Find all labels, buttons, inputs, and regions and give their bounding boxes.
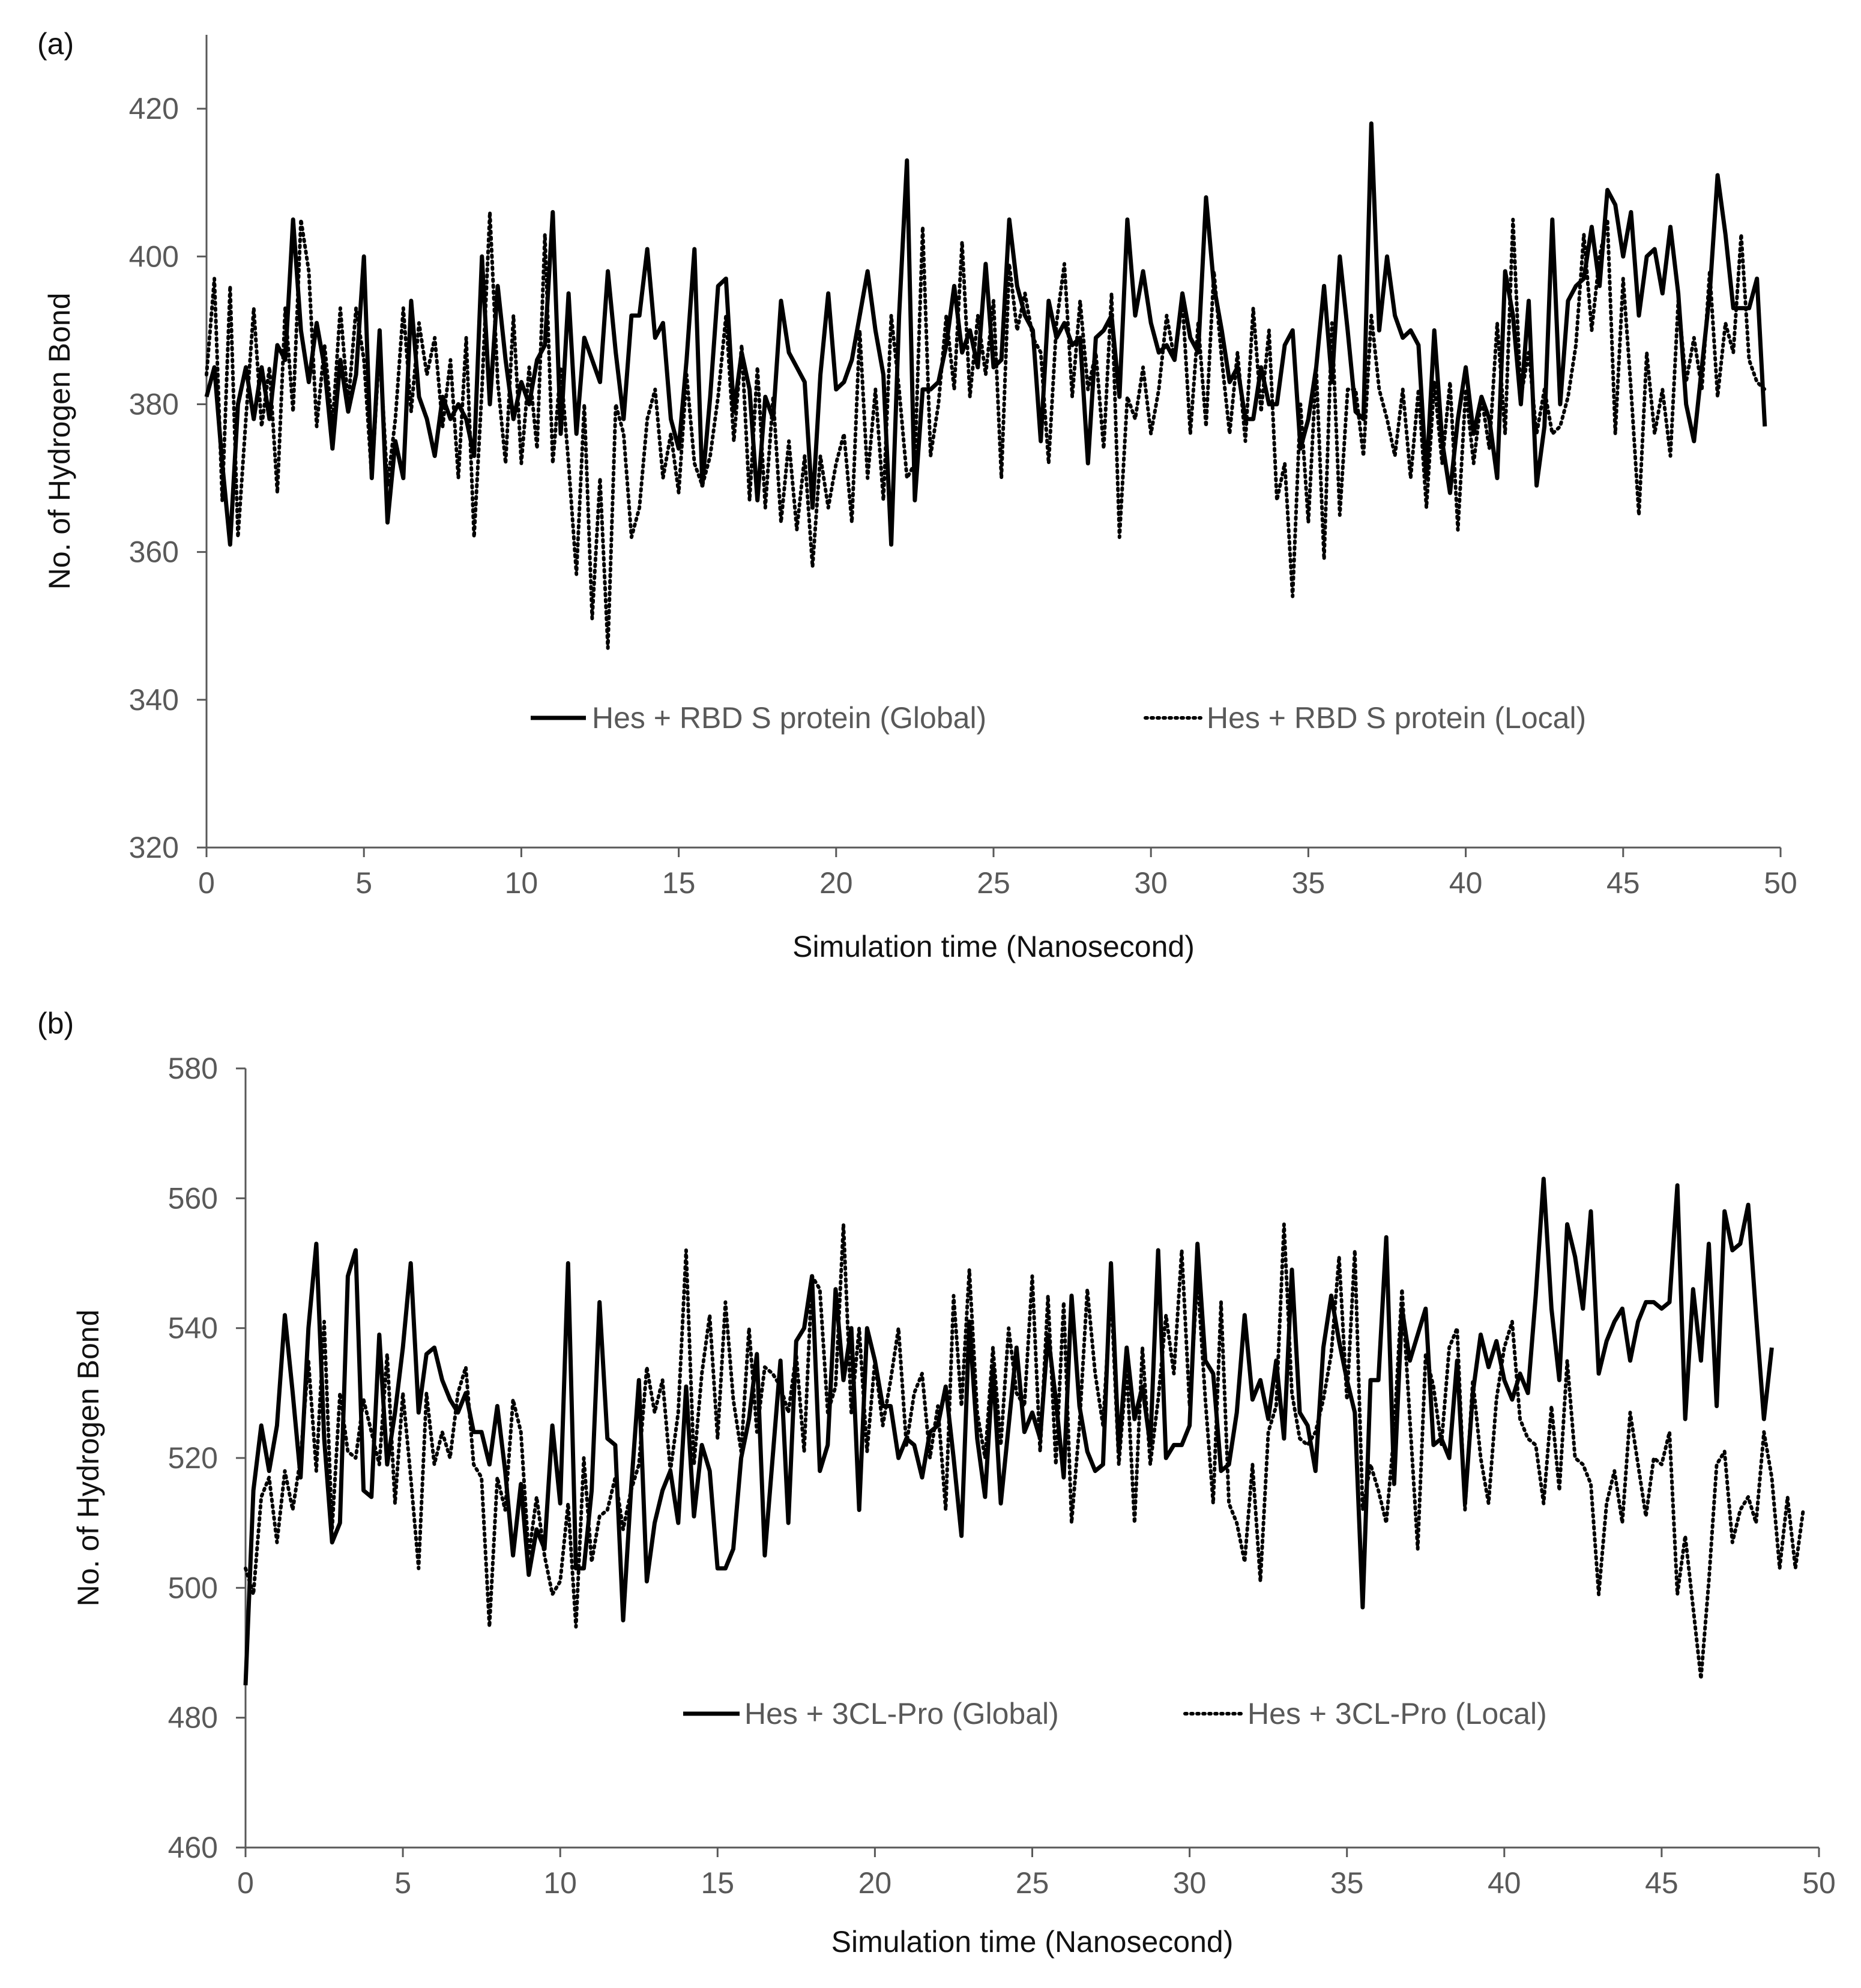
- x-tick-label: 35: [1292, 866, 1326, 900]
- x-tick-label: 30: [1173, 1866, 1207, 1900]
- x-tick-label: 45: [1645, 1866, 1679, 1900]
- x-tick-label: 15: [662, 866, 696, 900]
- y-axis-title: No. of Hydrogen Bond: [71, 1310, 105, 1607]
- y-tick-label: 360: [129, 535, 179, 569]
- x-tick-label: 15: [701, 1866, 734, 1900]
- y-tick-label: 500: [168, 1571, 218, 1604]
- legend-label-local: Hes + RBD S protein (Local): [1207, 701, 1586, 735]
- x-tick-label: 40: [1488, 1866, 1521, 1900]
- chart-panel-a: 320 340 360 380 400 420 0 5 10 15 20 25 30 35 40 45 50 Si…: [43, 35, 1797, 963]
- legend-label-global: Hes + 3CL-Pro (Global): [744, 1697, 1059, 1730]
- chart-panel-b: 460 480 500 520 540 560 580 0 5 10 15 20 25 30 35 40 45 5…: [71, 1052, 1836, 1959]
- y-tick-label: 560: [168, 1181, 218, 1215]
- x-tick-label: 50: [1764, 866, 1797, 900]
- x-tick-label: 25: [1016, 1866, 1049, 1900]
- x-tick-label: 10: [505, 866, 538, 900]
- x-tick-label: 5: [394, 1866, 411, 1900]
- series-line-local: [205, 210, 1767, 650]
- x-axis-title: Simulation time (Nanosecond): [831, 1925, 1234, 1959]
- y-tick-label: 380: [129, 387, 179, 421]
- x-tick-label: 40: [1449, 866, 1483, 900]
- x-tick-label: 25: [977, 866, 1010, 900]
- x-tick-label: 10: [543, 1866, 577, 1900]
- x-tick-label: 50: [1802, 1866, 1836, 1900]
- y-tick-label: 420: [129, 92, 179, 125]
- series-line-local: [244, 1222, 1805, 1681]
- legend: Hes + 3CL-Pro (Global) Hes + 3CL-Pro (Loc…: [683, 1697, 1547, 1730]
- y-tick-label: 480: [168, 1701, 218, 1735]
- legend: Hes + RBD S protein (Global) Hes + RBD S …: [531, 701, 1586, 735]
- y-tick-label: 520: [168, 1441, 218, 1475]
- y-tick-label: 340: [129, 683, 179, 717]
- y-tick-label: 400: [129, 239, 179, 273]
- x-tick-label: 0: [237, 1866, 254, 1900]
- x-axis-title: Simulation time (Nanosecond): [792, 930, 1195, 963]
- legend-label-local: Hes + 3CL-Pro (Local): [1247, 1697, 1547, 1730]
- x-tick-label: 45: [1606, 866, 1640, 900]
- x-tick-label: 30: [1134, 866, 1168, 900]
- y-tick-label: 580: [168, 1052, 218, 1085]
- panel-a-label: (a): [37, 27, 74, 61]
- y-tick-label: 320: [129, 831, 179, 864]
- x-tick-label: 5: [355, 866, 372, 900]
- x-tick-label: 20: [819, 866, 853, 900]
- x-tick-label: 35: [1330, 1866, 1364, 1900]
- series-line-global: [243, 1176, 1774, 1685]
- x-tick-label: 0: [198, 866, 215, 900]
- x-tick-label: 20: [858, 1866, 892, 1900]
- panel-b-label: (b): [37, 1007, 74, 1040]
- legend-label-global: Hes + RBD S protein (Global): [592, 701, 986, 735]
- series-line-global: [204, 121, 1767, 547]
- y-axis-title: No. of Hydrogen Bond: [43, 293, 76, 590]
- y-tick-label: 540: [168, 1312, 218, 1345]
- y-tick-label: 460: [168, 1831, 218, 1864]
